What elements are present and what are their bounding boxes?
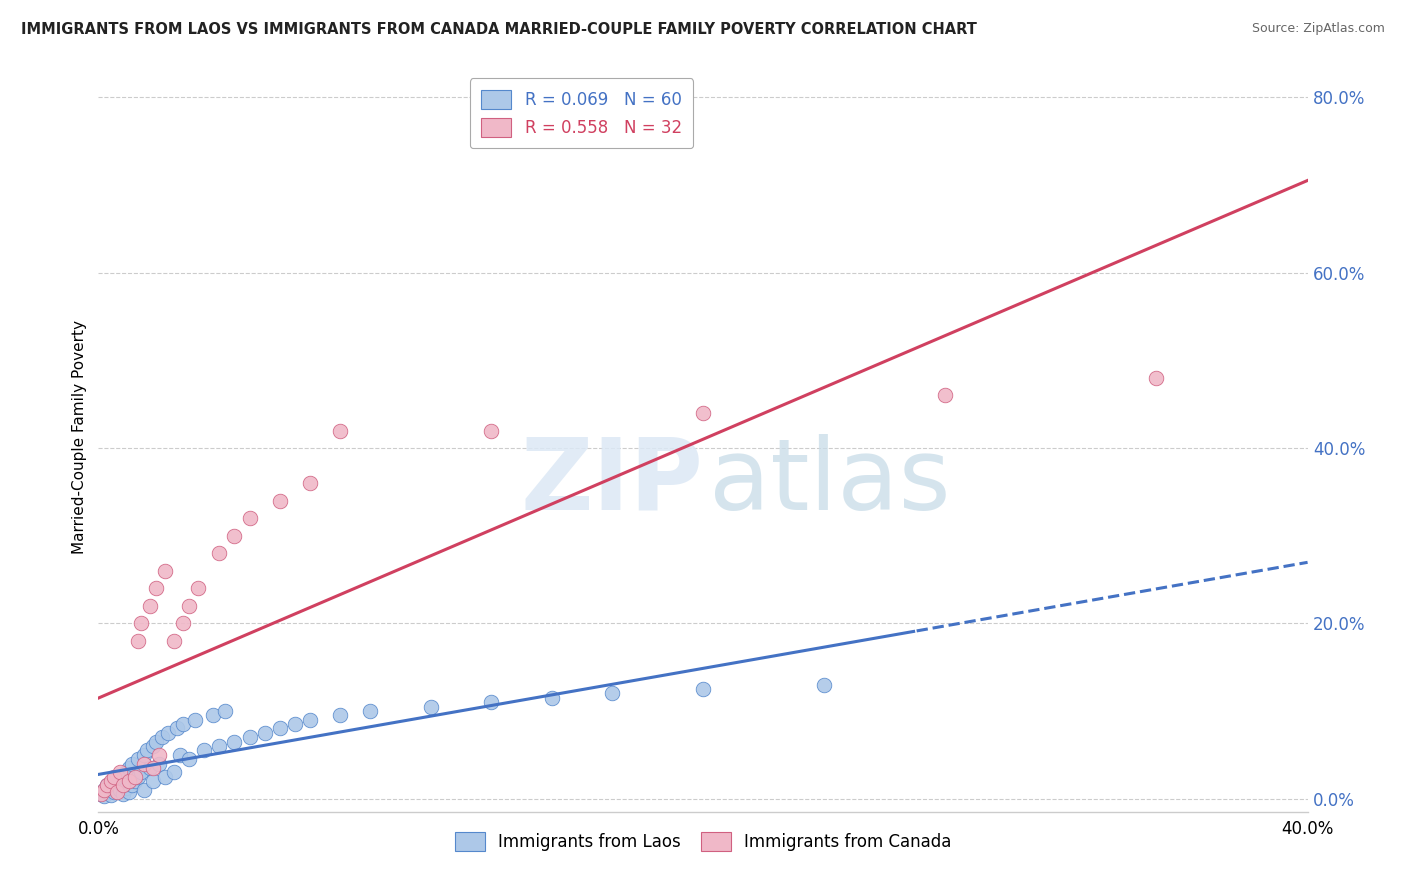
- Point: [239, 730, 262, 744]
- Point: [118, 761, 141, 775]
- Point: [103, 770, 125, 784]
- Point: [163, 633, 186, 648]
- Y-axis label: Married-Couple Family Poverty: Married-Couple Family Poverty: [72, 320, 87, 554]
- Point: [329, 424, 352, 438]
- Point: [153, 770, 176, 784]
- Point: [692, 406, 714, 420]
- Point: [145, 734, 167, 748]
- Point: [329, 708, 352, 723]
- Point: [150, 730, 173, 744]
- Point: [142, 761, 165, 775]
- Point: [299, 476, 322, 491]
- Point: [179, 752, 201, 766]
- Point: [284, 717, 307, 731]
- Point: [114, 780, 136, 795]
- Point: [540, 690, 562, 705]
- Point: [93, 782, 115, 797]
- Point: [111, 779, 134, 793]
- Point: [93, 789, 115, 803]
- Point: [96, 779, 118, 793]
- Point: [108, 765, 131, 780]
- Point: [90, 787, 112, 801]
- Point: [153, 564, 176, 578]
- Point: [420, 699, 443, 714]
- Point: [179, 599, 201, 613]
- Text: Source: ZipAtlas.com: Source: ZipAtlas.com: [1251, 22, 1385, 36]
- Point: [127, 770, 149, 784]
- Point: [269, 493, 291, 508]
- Point: [214, 704, 236, 718]
- Point: [692, 681, 714, 696]
- Point: [121, 756, 143, 771]
- Point: [224, 529, 246, 543]
- Point: [481, 695, 503, 709]
- Point: [224, 734, 246, 748]
- Text: ZIP: ZIP: [520, 434, 703, 531]
- Point: [148, 756, 170, 771]
- Legend: Immigrants from Laos, Immigrants from Canada: Immigrants from Laos, Immigrants from Ca…: [446, 823, 960, 860]
- Text: atlas: atlas: [709, 434, 950, 531]
- Point: [108, 776, 131, 790]
- Point: [156, 726, 179, 740]
- Point: [172, 717, 194, 731]
- Point: [139, 761, 162, 775]
- Point: [108, 782, 131, 797]
- Point: [100, 780, 122, 795]
- Point: [253, 726, 276, 740]
- Point: [100, 788, 122, 802]
- Point: [1144, 371, 1167, 385]
- Point: [135, 743, 157, 757]
- Point: [172, 616, 194, 631]
- Point: [169, 747, 191, 762]
- Point: [118, 784, 141, 798]
- Point: [934, 388, 956, 402]
- Point: [481, 424, 503, 438]
- Point: [96, 784, 118, 798]
- Point: [127, 752, 149, 766]
- Point: [132, 756, 155, 771]
- Point: [184, 713, 207, 727]
- Point: [239, 511, 262, 525]
- Point: [111, 787, 134, 801]
- Point: [269, 722, 291, 736]
- Point: [124, 770, 146, 784]
- Point: [103, 784, 125, 798]
- Point: [208, 739, 231, 753]
- Point: [132, 747, 155, 762]
- Point: [142, 774, 165, 789]
- Point: [100, 774, 122, 789]
- Point: [111, 772, 134, 787]
- Point: [193, 743, 215, 757]
- Point: [124, 774, 146, 789]
- Point: [105, 779, 128, 793]
- Point: [139, 599, 162, 613]
- Point: [132, 782, 155, 797]
- Point: [105, 770, 128, 784]
- Point: [202, 708, 225, 723]
- Point: [602, 686, 624, 700]
- Point: [813, 678, 835, 692]
- Point: [121, 779, 143, 793]
- Point: [127, 633, 149, 648]
- Point: [166, 722, 188, 736]
- Point: [187, 581, 209, 595]
- Point: [105, 784, 128, 798]
- Point: [299, 713, 322, 727]
- Point: [360, 704, 382, 718]
- Point: [118, 774, 141, 789]
- Point: [129, 765, 152, 780]
- Text: IMMIGRANTS FROM LAOS VS IMMIGRANTS FROM CANADA MARRIED-COUPLE FAMILY POVERTY COR: IMMIGRANTS FROM LAOS VS IMMIGRANTS FROM …: [21, 22, 977, 37]
- Point: [163, 765, 186, 780]
- Point: [148, 747, 170, 762]
- Point: [93, 782, 115, 797]
- Point: [114, 765, 136, 780]
- Point: [142, 739, 165, 753]
- Point: [96, 779, 118, 793]
- Point: [90, 787, 112, 801]
- Point: [129, 616, 152, 631]
- Point: [145, 581, 167, 595]
- Point: [208, 546, 231, 560]
- Point: [103, 774, 125, 789]
